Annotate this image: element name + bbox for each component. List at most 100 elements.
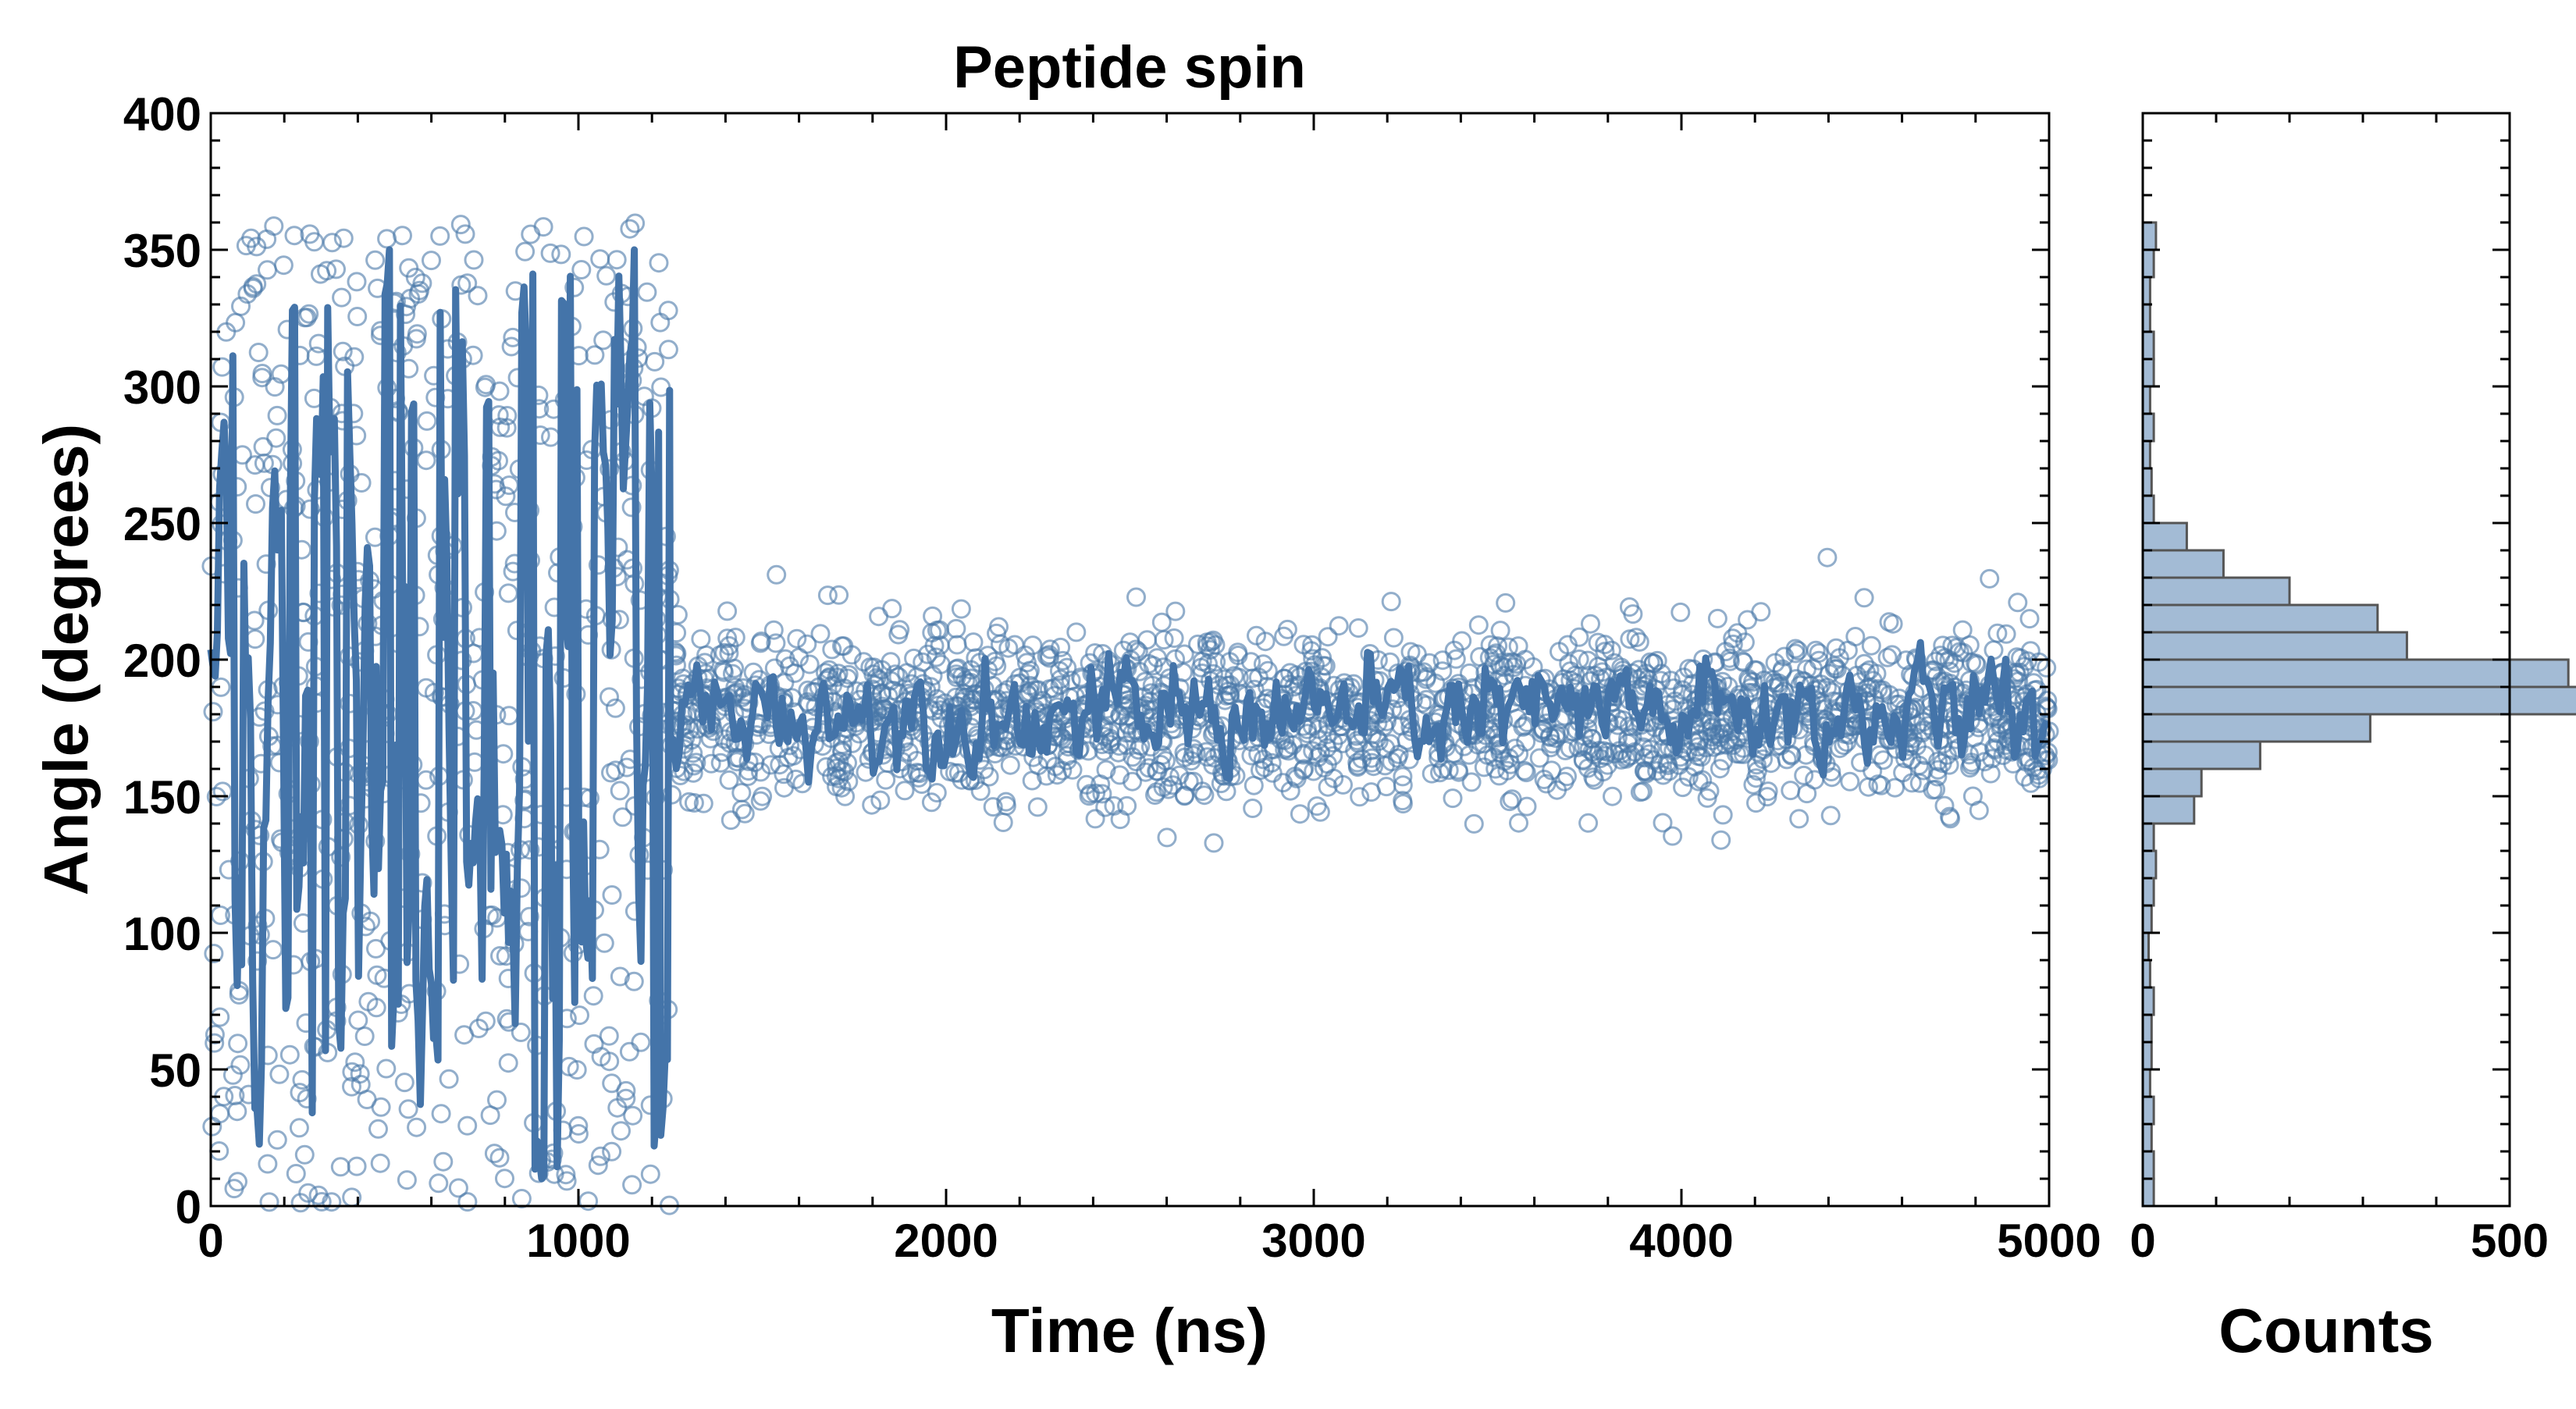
data-point bbox=[610, 966, 630, 987]
data-point bbox=[541, 427, 560, 447]
data-point bbox=[1123, 771, 1143, 792]
data-point bbox=[1255, 632, 1276, 652]
data-point bbox=[1962, 753, 1982, 773]
data-point bbox=[368, 1119, 388, 1139]
data-point bbox=[557, 1171, 577, 1191]
data-point bbox=[571, 260, 592, 279]
data-point bbox=[888, 667, 909, 687]
data-point bbox=[1000, 755, 1020, 775]
data-point bbox=[454, 1025, 475, 1045]
data-point bbox=[269, 1064, 290, 1084]
data-point bbox=[869, 607, 889, 627]
data-point bbox=[1157, 827, 1177, 848]
data-point bbox=[393, 226, 412, 246]
data-point bbox=[927, 621, 947, 640]
data-point bbox=[1154, 630, 1174, 650]
data-point bbox=[838, 753, 857, 773]
histogram-bar bbox=[2141, 877, 2155, 907]
data-point bbox=[619, 1041, 639, 1062]
data-point bbox=[832, 742, 852, 763]
data-point bbox=[464, 250, 484, 270]
data-point bbox=[1840, 771, 1860, 792]
data-point bbox=[1757, 787, 1777, 807]
data-point bbox=[1581, 614, 1600, 634]
histogram-axis-ticks: 0 500 bbox=[2129, 112, 2549, 1267]
data-point bbox=[1136, 762, 1155, 782]
data-point bbox=[429, 1173, 449, 1194]
data-point bbox=[923, 606, 943, 626]
data-point bbox=[1049, 661, 1069, 681]
data-point bbox=[584, 1034, 604, 1054]
data-point bbox=[1678, 767, 1699, 787]
data-point bbox=[602, 885, 622, 905]
data-point bbox=[551, 244, 571, 265]
data-point bbox=[590, 249, 610, 269]
histogram-x-axis-label: Counts bbox=[2218, 1296, 2434, 1365]
data-point bbox=[1773, 659, 1792, 679]
data-point bbox=[258, 260, 277, 280]
data-point bbox=[1460, 663, 1479, 683]
data-point bbox=[610, 781, 630, 801]
data-point bbox=[1347, 731, 1368, 751]
data-point bbox=[766, 633, 786, 653]
data-point bbox=[1926, 651, 1946, 671]
data-point bbox=[1100, 722, 1120, 742]
data-point bbox=[1389, 744, 1409, 764]
data-point bbox=[370, 1153, 390, 1173]
histogram-bar bbox=[2141, 685, 2576, 716]
data-point bbox=[1509, 813, 1528, 833]
data-point bbox=[1578, 813, 1599, 833]
data-point bbox=[1050, 675, 1070, 696]
data-point bbox=[998, 638, 1019, 658]
data-point bbox=[767, 564, 787, 585]
data-point bbox=[1603, 786, 1622, 806]
histogram-bar bbox=[2141, 1013, 2153, 1044]
data-point bbox=[347, 272, 367, 292]
x-tick-label: 2000 bbox=[894, 1215, 998, 1267]
histogram-bar bbox=[2141, 467, 2153, 497]
data-point bbox=[254, 453, 274, 473]
data-point bbox=[216, 322, 237, 342]
data-point bbox=[294, 1144, 315, 1165]
data-point bbox=[264, 216, 284, 237]
data-point bbox=[480, 1105, 500, 1126]
data-point bbox=[1980, 568, 2000, 589]
data-point bbox=[568, 1124, 589, 1144]
data-point bbox=[1913, 760, 1934, 781]
data-point bbox=[279, 1044, 300, 1065]
data-point bbox=[457, 1192, 478, 1212]
data-point bbox=[1541, 738, 1561, 758]
data-point bbox=[623, 1105, 643, 1126]
data-point bbox=[1653, 813, 1673, 833]
data-point bbox=[870, 790, 891, 810]
data-point bbox=[496, 418, 517, 438]
data-point bbox=[951, 599, 971, 619]
data-point bbox=[684, 793, 704, 813]
data-point bbox=[594, 933, 614, 953]
data-point bbox=[822, 639, 842, 660]
data-point bbox=[1459, 745, 1479, 765]
data-point bbox=[1859, 660, 1880, 680]
data-point bbox=[1781, 745, 1802, 766]
data-point bbox=[717, 601, 738, 621]
data-point bbox=[1430, 763, 1450, 783]
data-point bbox=[947, 635, 967, 655]
data-point bbox=[1215, 690, 1235, 710]
data-point bbox=[1984, 640, 2004, 660]
data-point bbox=[1297, 724, 1318, 744]
data-point bbox=[591, 1047, 611, 1067]
histogram-bar bbox=[2141, 767, 2203, 798]
data-point bbox=[1709, 724, 1729, 744]
histogram-bar bbox=[2141, 822, 2155, 852]
data-point bbox=[620, 219, 640, 239]
data-point bbox=[1318, 777, 1338, 797]
data-point bbox=[333, 228, 354, 248]
data-point bbox=[827, 777, 847, 797]
data-point bbox=[1243, 799, 1263, 818]
data-point bbox=[1739, 671, 1759, 691]
data-point bbox=[731, 783, 752, 802]
data-point bbox=[252, 364, 272, 383]
data-point bbox=[1092, 784, 1112, 804]
data-point bbox=[1439, 760, 1459, 781]
data-point bbox=[720, 810, 741, 831]
